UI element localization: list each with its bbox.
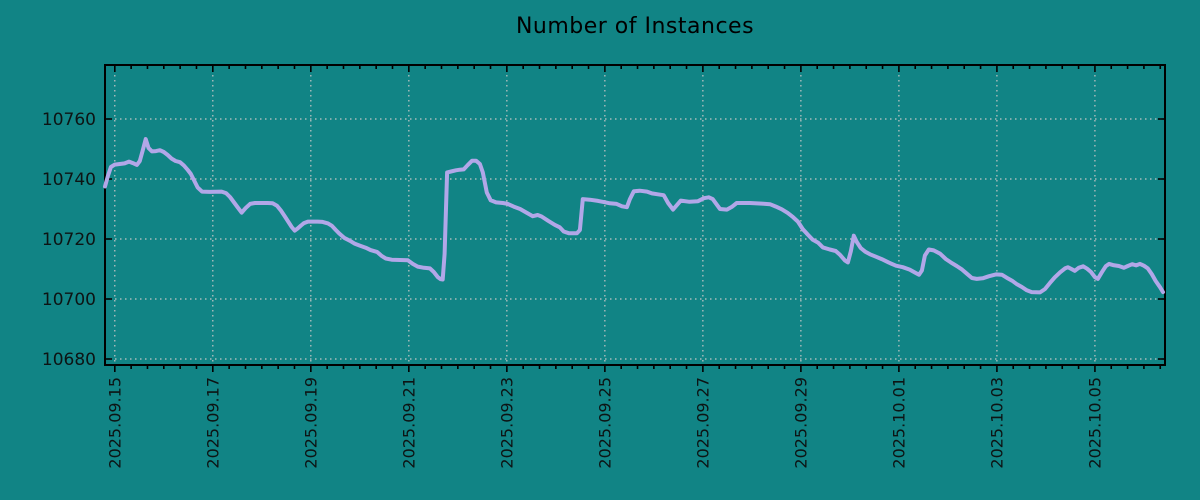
x-tick-label: 2025.09.15 (105, 377, 124, 469)
x-tick-label: 2025.10.05 (1085, 377, 1104, 469)
x-tick-label: 2025.10.01 (889, 377, 908, 469)
x-tick-label: 2025.09.27 (693, 377, 712, 469)
y-tick-label: 10760 (42, 110, 96, 130)
x-tick-label: 2025.09.29 (791, 377, 810, 469)
x-tick-label: 2025.10.03 (987, 377, 1006, 469)
x-tick-label: 2025.09.17 (203, 377, 222, 469)
plot-frame (104, 64, 1166, 366)
y-tick-label: 10700 (42, 290, 96, 310)
x-tick-label: 2025.09.21 (399, 377, 418, 469)
x-tick-label: 2025.09.19 (301, 377, 320, 469)
y-tick-label: 10680 (42, 350, 96, 370)
data-line-instances (103, 137, 1165, 295)
y-tick-label: 10720 (42, 230, 96, 250)
y-tick-label: 10740 (42, 170, 96, 190)
x-tick-label: 2025.09.23 (497, 377, 516, 469)
chart-title: Number of Instances (515, 14, 755, 39)
x-tick-label: 2025.09.25 (595, 377, 614, 469)
